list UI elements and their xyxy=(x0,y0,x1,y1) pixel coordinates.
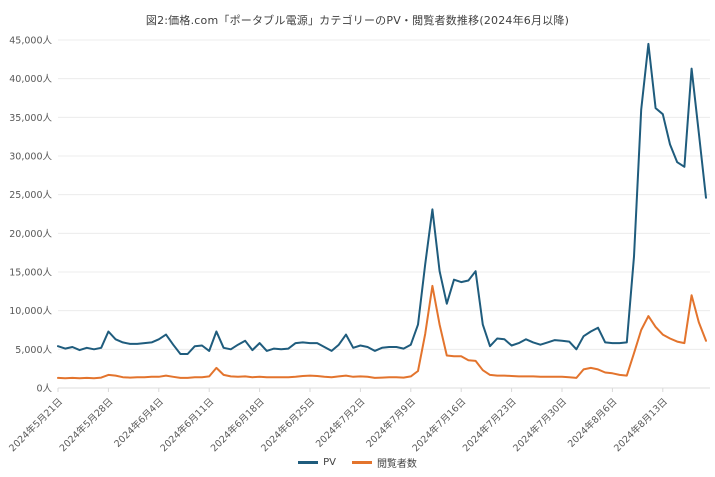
y-tick-label: 0人 xyxy=(36,384,52,395)
legend-label-viewers: 閲覧者数 xyxy=(376,459,417,470)
x-tick-label: 2024年7月16日 xyxy=(410,396,469,455)
x-tick-label: 2024年7月23日 xyxy=(460,396,519,455)
y-tick-label: 15,000人 xyxy=(9,268,52,279)
chart-title: 図2:価格.com「ポータブル電源」カテゴリーのPV・閲覧者数推移(2024年6… xyxy=(145,14,570,27)
pv-line-swatch xyxy=(298,461,319,464)
x-tick-label: 2024年6月18日 xyxy=(208,396,267,455)
x-tick-label: 2024年8月6日 xyxy=(565,396,619,450)
y-tick-label: 35,000人 xyxy=(9,113,52,124)
viewers-line xyxy=(57,284,707,380)
y-tick-label: 10,000人 xyxy=(9,306,52,317)
y-tick-label: 20,000人 xyxy=(9,229,52,240)
legend-item-viewers: 閲覧者数 xyxy=(351,455,417,470)
legend-label-pv: PV xyxy=(323,457,336,468)
x-tick-label: 2024年5月28日 xyxy=(57,396,116,455)
y-tick-label: 5,000人 xyxy=(15,345,52,356)
x-tick-label: 2024年7月2日 xyxy=(313,396,367,450)
y-tick-label: 45,000人 xyxy=(9,36,52,47)
x-tick-label: 2024年5月21日 xyxy=(7,396,66,455)
y-tick-label: 40,000人 xyxy=(9,74,52,85)
x-tick-label: 2024年7月30日 xyxy=(511,396,570,455)
legend-item-pv: PV xyxy=(298,457,336,468)
y-tick-label: 25,000人 xyxy=(9,190,52,201)
x-tick-label: 2024年6月25日 xyxy=(259,396,318,455)
viewers-line-swatch xyxy=(351,461,372,464)
x-tick-label: 2024年6月4日 xyxy=(112,396,166,450)
legend: PV 閲覧者数 xyxy=(0,455,715,470)
x-tick-label: 2024年7月9日 xyxy=(364,396,418,450)
x-tick-label: 2024年8月13日 xyxy=(611,396,670,455)
y-tick-label: 30,000人 xyxy=(9,152,52,163)
x-tick-label: 2024年6月11日 xyxy=(158,396,217,455)
pv-line xyxy=(57,42,707,355)
